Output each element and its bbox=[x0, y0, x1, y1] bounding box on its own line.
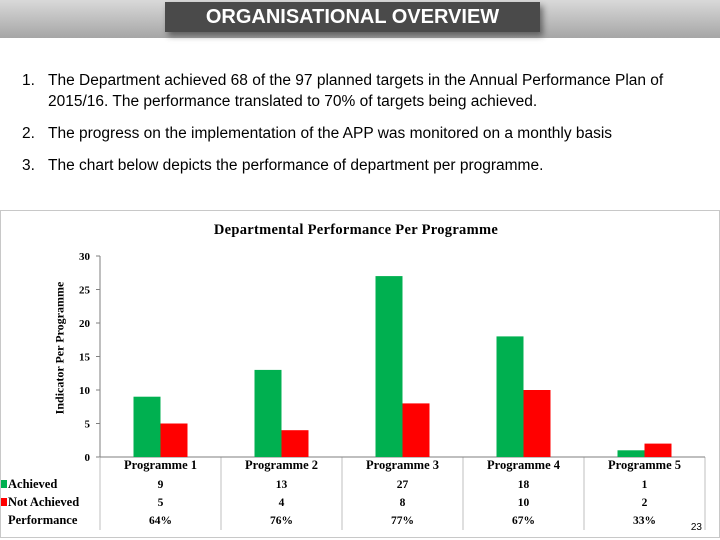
bullet-list: 1. The Department achieved 68 of the 97 p… bbox=[22, 70, 702, 187]
y-tick-label: 30 bbox=[79, 251, 91, 263]
bar-not-achieved bbox=[160, 423, 188, 457]
list-number: 3. bbox=[22, 157, 35, 174]
table-cell-value: 2 bbox=[642, 497, 648, 509]
list-item: 1. The Department achieved 68 of the 97 p… bbox=[22, 70, 702, 112]
bar-not-achieved bbox=[523, 390, 551, 457]
list-text: The progress on the implementation of th… bbox=[48, 125, 613, 142]
page-number: 23 bbox=[690, 522, 702, 533]
performance-value: 64% bbox=[149, 515, 172, 527]
legend-label: Achieved bbox=[8, 477, 57, 491]
table-cell-value: 9 bbox=[158, 479, 164, 491]
category-label: Programme 5 bbox=[608, 458, 681, 472]
list-number: 2. bbox=[22, 125, 35, 142]
bar-not-achieved bbox=[402, 403, 430, 457]
table-cell-value: 10 bbox=[518, 497, 530, 509]
y-tick-label: 10 bbox=[79, 385, 91, 397]
y-tick-label: 25 bbox=[79, 285, 91, 297]
table-cell-value: 27 bbox=[397, 479, 409, 491]
bar-achieved bbox=[375, 276, 403, 457]
y-tick-label: 15 bbox=[79, 352, 91, 364]
legend-label: Not Achieved bbox=[8, 495, 79, 509]
bar-not-achieved bbox=[644, 443, 672, 457]
list-number: 1. bbox=[22, 72, 35, 89]
table-cell-value: 8 bbox=[400, 497, 406, 509]
category-label: Programme 4 bbox=[487, 458, 561, 472]
bar-not-achieved bbox=[281, 430, 309, 457]
legend-swatch bbox=[1, 498, 7, 506]
performance-value: 33% bbox=[633, 515, 656, 527]
performance-value: 77% bbox=[391, 515, 414, 527]
category-label: Programme 1 bbox=[124, 458, 197, 472]
y-tick-label: 0 bbox=[85, 452, 91, 464]
category-label: Programme 2 bbox=[245, 458, 318, 472]
list-item: 3. The chart below depicts the performanc… bbox=[22, 155, 702, 176]
list-text: The Department achieved 68 of the 97 pla… bbox=[48, 72, 664, 110]
bar-achieved bbox=[496, 336, 524, 457]
bar-achieved bbox=[617, 450, 645, 457]
category-label: Programme 3 bbox=[366, 458, 439, 472]
table-cell-value: 13 bbox=[276, 479, 288, 491]
legend-swatch bbox=[1, 480, 7, 488]
table-cell-value: 5 bbox=[158, 497, 164, 509]
chart-title: Departmental Performance Per Programme bbox=[213, 222, 499, 238]
table-cell-value: 18 bbox=[518, 479, 530, 491]
y-tick-label: 5 bbox=[85, 419, 91, 431]
bar-achieved bbox=[254, 369, 282, 457]
performance-value: 76% bbox=[270, 515, 293, 527]
performance-value: 67% bbox=[512, 515, 535, 527]
table-row-label: Performance bbox=[8, 513, 78, 527]
bar-achieved bbox=[133, 396, 161, 457]
table-cell-value: 4 bbox=[279, 497, 285, 509]
table-cell-value: 1 bbox=[642, 479, 648, 491]
slide-title: ORGANISATIONAL OVERVIEW bbox=[165, 2, 540, 32]
list-item: 2. The progress on the implementation of … bbox=[22, 123, 702, 144]
y-tick-label: 20 bbox=[79, 318, 91, 330]
list-text: The chart below depicts the performance … bbox=[48, 157, 544, 174]
